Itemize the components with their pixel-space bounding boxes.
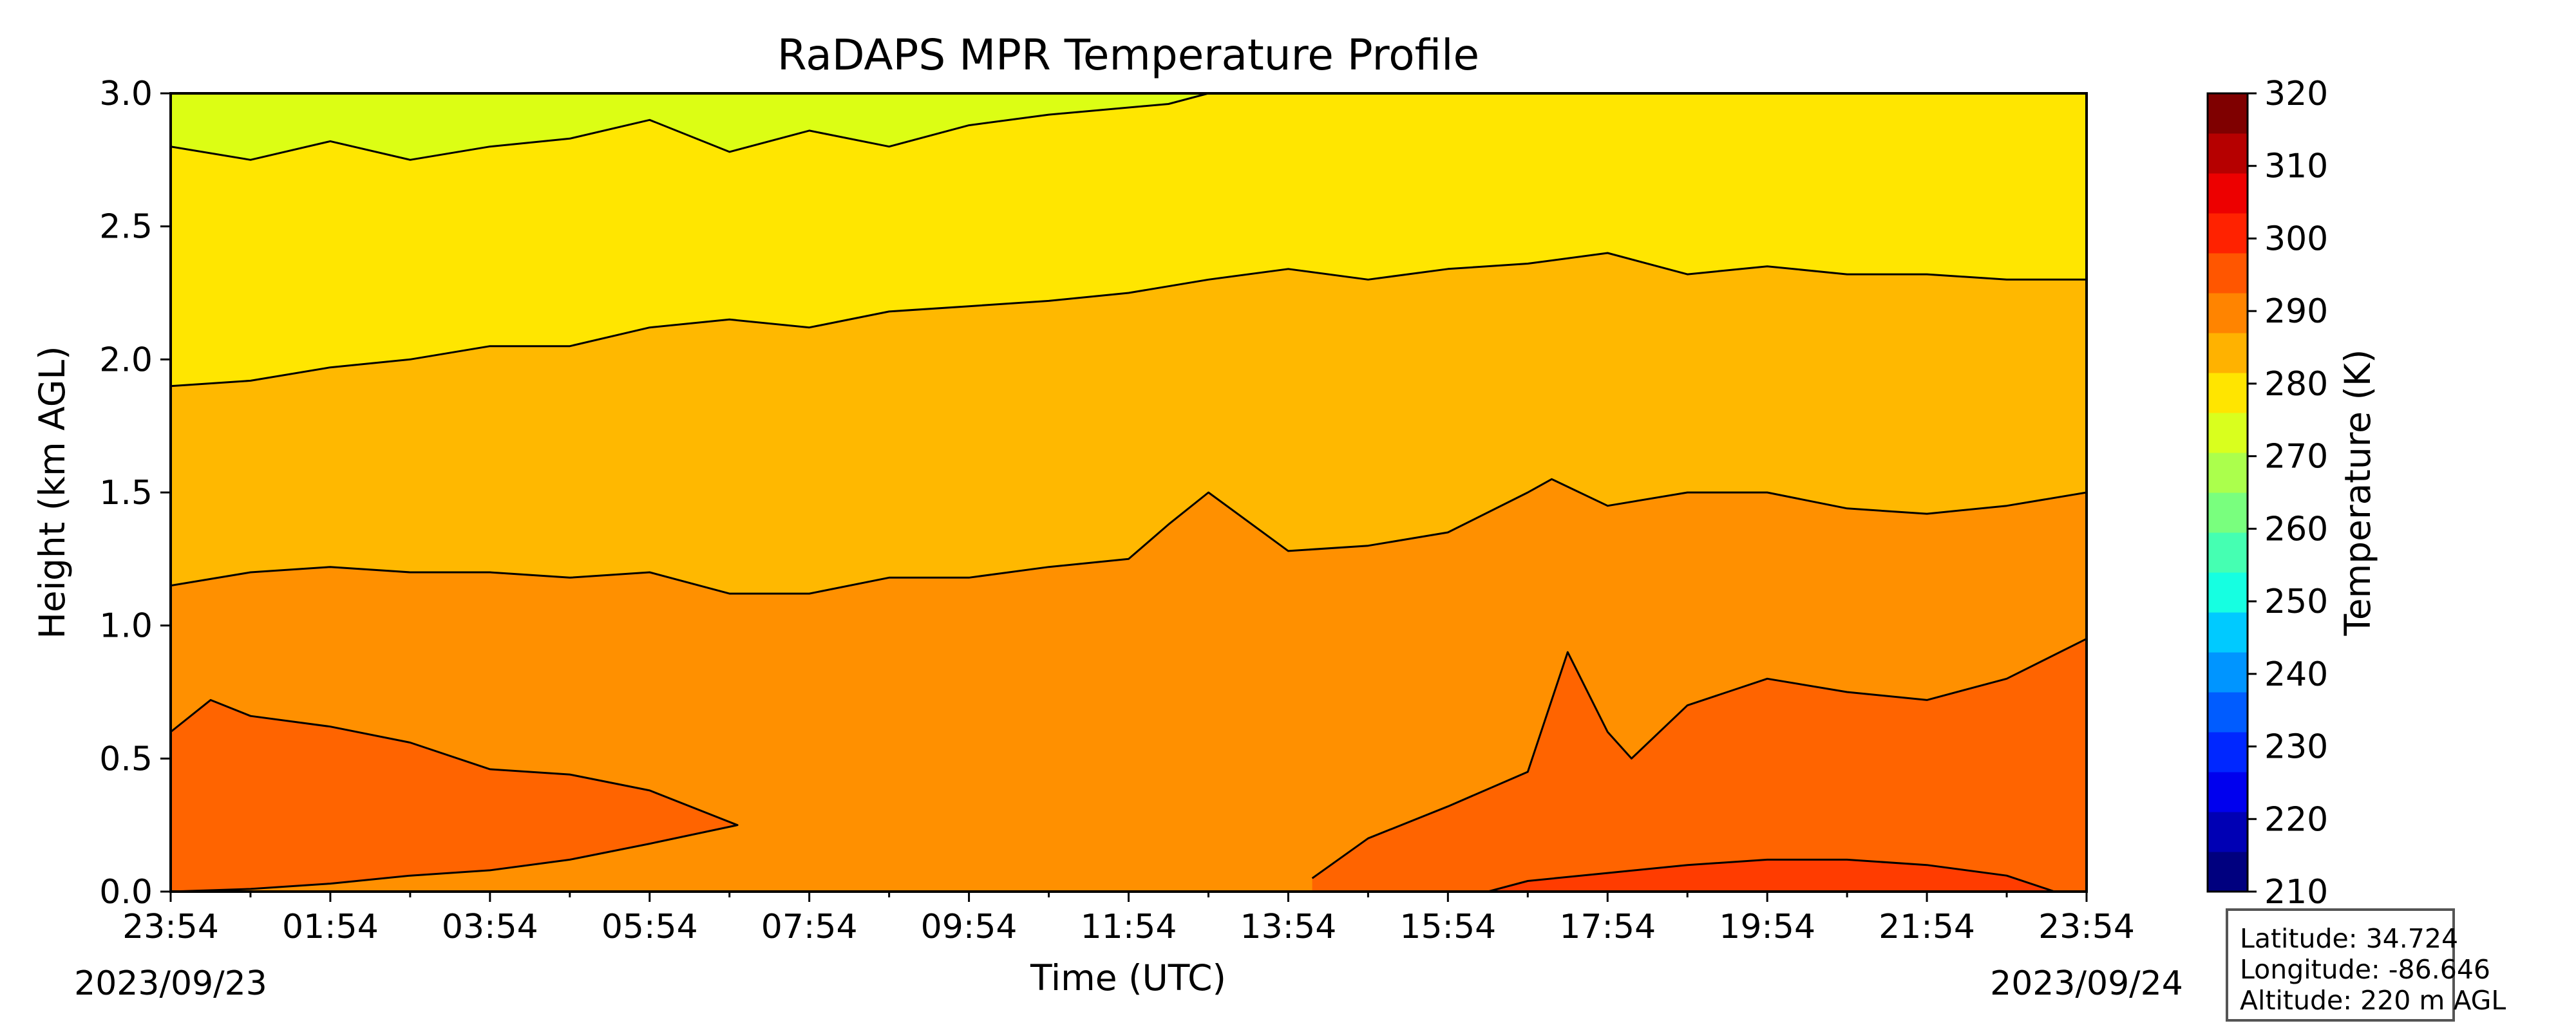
- contour-line-warmest-evening: [1487, 858, 2055, 892]
- colorbar-tick-label: 320: [2264, 75, 2328, 113]
- station-info-box: Latitude: 34.724 Longitude: -86.646 Alti…: [2226, 908, 2506, 1022]
- colorbar-segment: [2208, 732, 2248, 772]
- contour-lines: [171, 93, 2087, 892]
- x-tick-label: 17:54: [1559, 908, 1656, 946]
- contour-line-middle: [171, 252, 2087, 388]
- y-axis-label: Height (km AGL): [32, 346, 73, 639]
- colorbar-tick-label: 250: [2264, 583, 2328, 621]
- colorbar-segment: [2208, 373, 2248, 413]
- y-tick-label: 2.5: [99, 208, 153, 247]
- colorbar-segment: [2208, 492, 2248, 533]
- colorbar-segment: [2208, 173, 2248, 214]
- colorbar-tick-label: 220: [2264, 800, 2328, 839]
- band-warm-morning: [171, 700, 738, 892]
- x-tick-label: 15:54: [1399, 908, 1496, 946]
- contour-line-upper: [171, 93, 1209, 161]
- x-axis-ticks: 23:54 01:54 03:54 05:54 07:54 09:54 11:54 13:54…: [122, 892, 2135, 946]
- colorbar-tick-label: 240: [2264, 655, 2328, 694]
- y-axis-ticks: 0.0 0.5 1.0 1.5 2.0 2.5 3.0: [99, 75, 171, 912]
- colorbar-segment: [2208, 93, 2248, 134]
- colorbar-segment: [2208, 133, 2248, 174]
- x-tick-label: 07:54: [761, 908, 858, 946]
- x-axis-label: Time (UTC): [1030, 957, 1226, 998]
- contour-line-warm-morning: [171, 698, 739, 892]
- colorbar-tick-label: 210: [2264, 873, 2328, 912]
- x-tick-label: 05:54: [601, 908, 698, 946]
- y-tick-label: 1.5: [99, 474, 153, 512]
- x-tick-label: 23:54: [2038, 908, 2135, 946]
- colorbar-segment: [2208, 812, 2248, 852]
- station-latitude: Latitude: 34.724: [2240, 923, 2458, 954]
- colorbar-tick-label: 270: [2264, 438, 2328, 476]
- colorbar-segment: [2208, 453, 2248, 493]
- colorbar-segment: [2208, 293, 2248, 333]
- colorbar-label: Temperature (K): [2337, 350, 2378, 637]
- colorbar-ticks: 210 220 230 240 250 260 270 280 290 300 310 320: [2248, 75, 2328, 912]
- station-longitude: Longitude: -86.646: [2240, 954, 2490, 985]
- colorbar-tick-label: 310: [2264, 147, 2328, 186]
- colorbar-segment: [2208, 532, 2248, 573]
- colorbar-segment: [2208, 652, 2248, 693]
- band-warmest-evening: [1488, 859, 2055, 892]
- colorbar-tick-label: 280: [2264, 365, 2328, 404]
- x-tick-label: 19:54: [1719, 908, 1815, 946]
- colorbar-segment: [2208, 772, 2248, 812]
- start-date-label: 2023/09/23: [74, 964, 267, 1003]
- colorbar-segment: [2208, 333, 2248, 373]
- colorbar-segment: [2208, 612, 2248, 653]
- colorbar-segment: [2208, 413, 2248, 453]
- y-tick-label: 3.0: [99, 75, 153, 113]
- x-tick-label: 11:54: [1081, 908, 1177, 946]
- colorbar: [2208, 93, 2248, 892]
- x-tick-label: 01:54: [282, 908, 379, 946]
- contour-line-warm-afternoon: [1311, 637, 2087, 879]
- colorbar-tick-label: 230: [2264, 728, 2328, 767]
- y-tick-label: 0.5: [99, 740, 153, 778]
- colorbar-segment: [2208, 852, 2248, 892]
- colorbar-tick-label: 290: [2264, 292, 2328, 331]
- band-warm-afternoon: [1312, 639, 2087, 892]
- x-tick-label: 23:54: [122, 908, 219, 946]
- chart-title: RaDAPS MPR Temperature Profile: [777, 30, 1479, 80]
- contour-line-lower: [171, 478, 2087, 595]
- plot-area: [171, 93, 2087, 892]
- colorbar-tick-label: 300: [2264, 220, 2328, 258]
- x-tick-label: 21:54: [1879, 908, 1975, 946]
- end-date-label: 2023/09/24: [1990, 964, 2183, 1003]
- x-tick-label: 09:54: [921, 908, 1018, 946]
- colorbar-segment: [2208, 253, 2248, 294]
- y-tick-label: 1.0: [99, 607, 153, 646]
- temperature-bands: [171, 93, 2087, 892]
- colorbar-segment: [2208, 213, 2248, 254]
- station-altitude: Altitude: 220 m AGL: [2240, 985, 2506, 1016]
- colorbar-segment: [2208, 572, 2248, 613]
- colorbar-segment: [2208, 692, 2248, 733]
- y-tick-label: 0.0: [99, 873, 153, 912]
- station-info-frame: [2226, 908, 2455, 1022]
- colorbar-frame: [2206, 92, 2249, 893]
- y-tick-label: 2.0: [99, 341, 153, 379]
- colorbar-tick-label: 260: [2264, 510, 2328, 548]
- x-tick-label: 03:54: [442, 908, 538, 946]
- x-tick-label: 13:54: [1240, 908, 1336, 946]
